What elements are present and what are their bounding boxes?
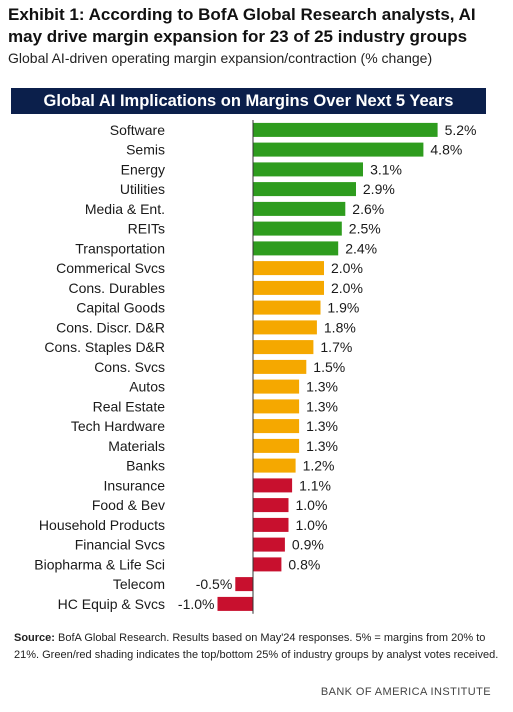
bar-software — [253, 122, 438, 137]
category-label-tech-hardware: Tech Hardware — [71, 418, 165, 434]
category-label-reits: REITs — [128, 221, 165, 237]
category-label-semis: Semis — [126, 142, 165, 158]
value-label-utilities: 2.9% — [363, 181, 395, 197]
bar-energy — [253, 162, 363, 177]
category-label-banks: Banks — [126, 458, 165, 474]
category-label-autos: Autos — [129, 379, 165, 395]
value-label-insurance: 1.1% — [299, 477, 331, 493]
value-label-capital-goods: 1.9% — [327, 300, 359, 316]
value-label-real-estate: 1.3% — [306, 398, 338, 414]
value-label-telecom: -0.5% — [196, 576, 233, 592]
value-label-semis: 4.8% — [430, 142, 462, 158]
bar-hc-equip-and-svcs — [217, 596, 253, 611]
bar-tech-hardware — [253, 419, 300, 434]
category-label-cons-discr-dandr: Cons. Discr. D&R — [56, 319, 165, 335]
bar-cons-durables — [253, 280, 324, 295]
bar-food-and-bev — [253, 498, 289, 513]
category-label-software: Software — [110, 122, 165, 138]
category-label-financial-svcs: Financial Svcs — [75, 537, 165, 553]
chart-title: Global AI Implications on Margins Over N… — [11, 88, 486, 114]
value-label-software: 5.2% — [445, 122, 477, 138]
source-label: Source: — [14, 632, 55, 644]
bar-utilities — [253, 182, 356, 197]
category-label-commerical-svcs: Commerical Svcs — [56, 260, 165, 276]
bar-commerical-svcs — [253, 261, 324, 276]
category-label-cons-staples-dandr: Cons. Staples D&R — [44, 339, 165, 355]
value-label-banks: 1.2% — [303, 458, 335, 474]
category-label-telecom: Telecom — [113, 576, 165, 592]
bar-financial-svcs — [253, 537, 285, 552]
bar-capital-goods — [253, 300, 321, 315]
category-label-biopharma-and-life-sci: Biopharma & Life Sci — [34, 556, 165, 572]
bar-media-and-ent — [253, 201, 346, 216]
value-label-hc-equip-and-svcs: -1.0% — [178, 596, 215, 612]
brand-wordmark: BANK OF AMERICA INSTITUTE — [320, 686, 491, 698]
source-footnote: Source: BofA Global Research. Results ba… — [14, 630, 506, 664]
bar-telecom — [235, 577, 254, 592]
value-label-autos: 1.3% — [306, 379, 338, 395]
value-label-reits: 2.5% — [349, 221, 381, 237]
value-label-media-and-ent: 2.6% — [352, 201, 384, 217]
category-label-materials: Materials — [108, 438, 165, 454]
bar-biopharma-and-life-sci — [253, 557, 282, 572]
exhibit-headline: Exhibit 1: According to BofA Global Rese… — [8, 5, 476, 46]
category-label-cons-svcs: Cons. Svcs — [94, 359, 165, 375]
value-label-tech-hardware: 1.3% — [306, 418, 338, 434]
bar-semis — [253, 142, 424, 157]
category-label-energy: Energy — [121, 161, 165, 177]
bar-autos — [253, 379, 300, 394]
bar-cons-staples-dandr — [253, 340, 314, 355]
value-label-energy: 3.1% — [370, 161, 402, 177]
value-label-biopharma-and-life-sci: 0.8% — [288, 556, 320, 572]
value-label-household-products: 1.0% — [296, 517, 328, 533]
category-label-hc-equip-and-svcs: HC Equip & Svcs — [58, 596, 165, 612]
bar-insurance — [253, 478, 293, 493]
value-label-transportation: 2.4% — [345, 240, 377, 256]
bar-materials — [253, 438, 300, 453]
value-label-cons-staples-dandr: 1.7% — [320, 339, 352, 355]
category-label-transportation: Transportation — [75, 240, 165, 256]
value-label-food-and-bev: 1.0% — [296, 497, 328, 513]
bar-banks — [253, 458, 296, 473]
value-label-commerical-svcs: 2.0% — [331, 260, 363, 276]
category-label-media-and-ent: Media & Ent. — [85, 201, 165, 217]
bar-cons-svcs — [253, 359, 307, 374]
value-label-financial-svcs: 0.9% — [292, 537, 324, 553]
category-label-cons-durables: Cons. Durables — [69, 280, 166, 296]
bar-transportation — [253, 241, 339, 256]
value-label-cons-svcs: 1.5% — [313, 359, 345, 375]
bar-household-products — [253, 517, 289, 532]
category-label-real-estate: Real Estate — [93, 398, 166, 414]
exhibit-subhead: Global AI-driven operating margin expans… — [8, 50, 433, 66]
bar-chart: Software 5.2% Semis 4.8% Energy 3.1% Utilities… — [34, 120, 477, 614]
category-label-food-and-bev: Food & Bev — [92, 497, 165, 513]
category-label-household-products: Household Products — [39, 517, 165, 533]
category-label-utilities: Utilities — [120, 181, 165, 197]
value-label-cons-discr-dandr: 1.8% — [324, 319, 356, 335]
source-text: BofA Global Research. Results based on M… — [14, 632, 499, 661]
value-label-cons-durables: 2.0% — [331, 280, 363, 296]
bar-cons-discr-dandr — [253, 320, 317, 335]
bar-real-estate — [253, 399, 300, 414]
category-label-capital-goods: Capital Goods — [76, 300, 165, 316]
bar-reits — [253, 221, 342, 236]
category-label-insurance: Insurance — [104, 477, 166, 493]
value-label-materials: 1.3% — [306, 438, 338, 454]
